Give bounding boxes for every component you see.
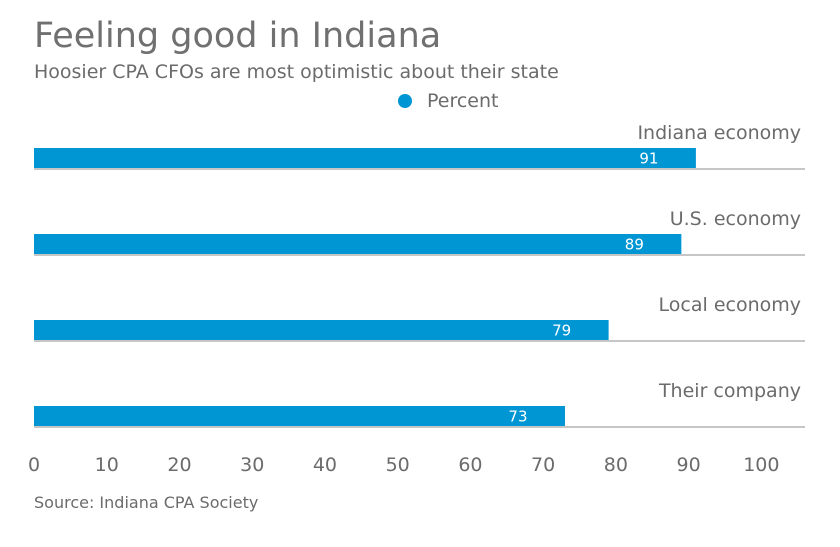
bar xyxy=(34,320,609,340)
x-tick-label: 90 xyxy=(677,454,701,476)
category-label: Indiana economy xyxy=(637,122,801,144)
legend: Percent xyxy=(398,90,499,112)
chart-subtitle: Hoosier CPA CFOs are most optimistic abo… xyxy=(34,61,559,83)
data-label: 91 xyxy=(639,150,658,168)
x-tick-label: 0 xyxy=(28,454,40,476)
category-label: U.S. economy xyxy=(670,208,801,230)
source-note: Source: Indiana CPA Society xyxy=(34,493,259,512)
bar xyxy=(34,148,696,168)
x-tick-label: 80 xyxy=(604,454,628,476)
data-label: 79 xyxy=(552,322,571,340)
x-tick-label: 20 xyxy=(167,454,191,476)
x-tick-label: 60 xyxy=(458,454,482,476)
data-label: 89 xyxy=(625,236,644,254)
x-tick-label: 50 xyxy=(386,454,410,476)
bar xyxy=(34,406,565,426)
x-tick-label: 40 xyxy=(313,454,337,476)
category-label: Local economy xyxy=(659,294,801,316)
bar xyxy=(34,234,682,254)
data-label: 73 xyxy=(508,408,527,426)
legend-label: Percent xyxy=(427,90,499,112)
x-tick-label: 100 xyxy=(743,454,779,476)
category-label: Their company xyxy=(658,380,801,402)
legend-marker xyxy=(398,94,412,108)
x-tick-label: 10 xyxy=(95,454,119,476)
chart-title: Feeling good in Indiana xyxy=(34,16,442,56)
x-tick-label: 30 xyxy=(240,454,264,476)
x-tick-label: 70 xyxy=(531,454,555,476)
